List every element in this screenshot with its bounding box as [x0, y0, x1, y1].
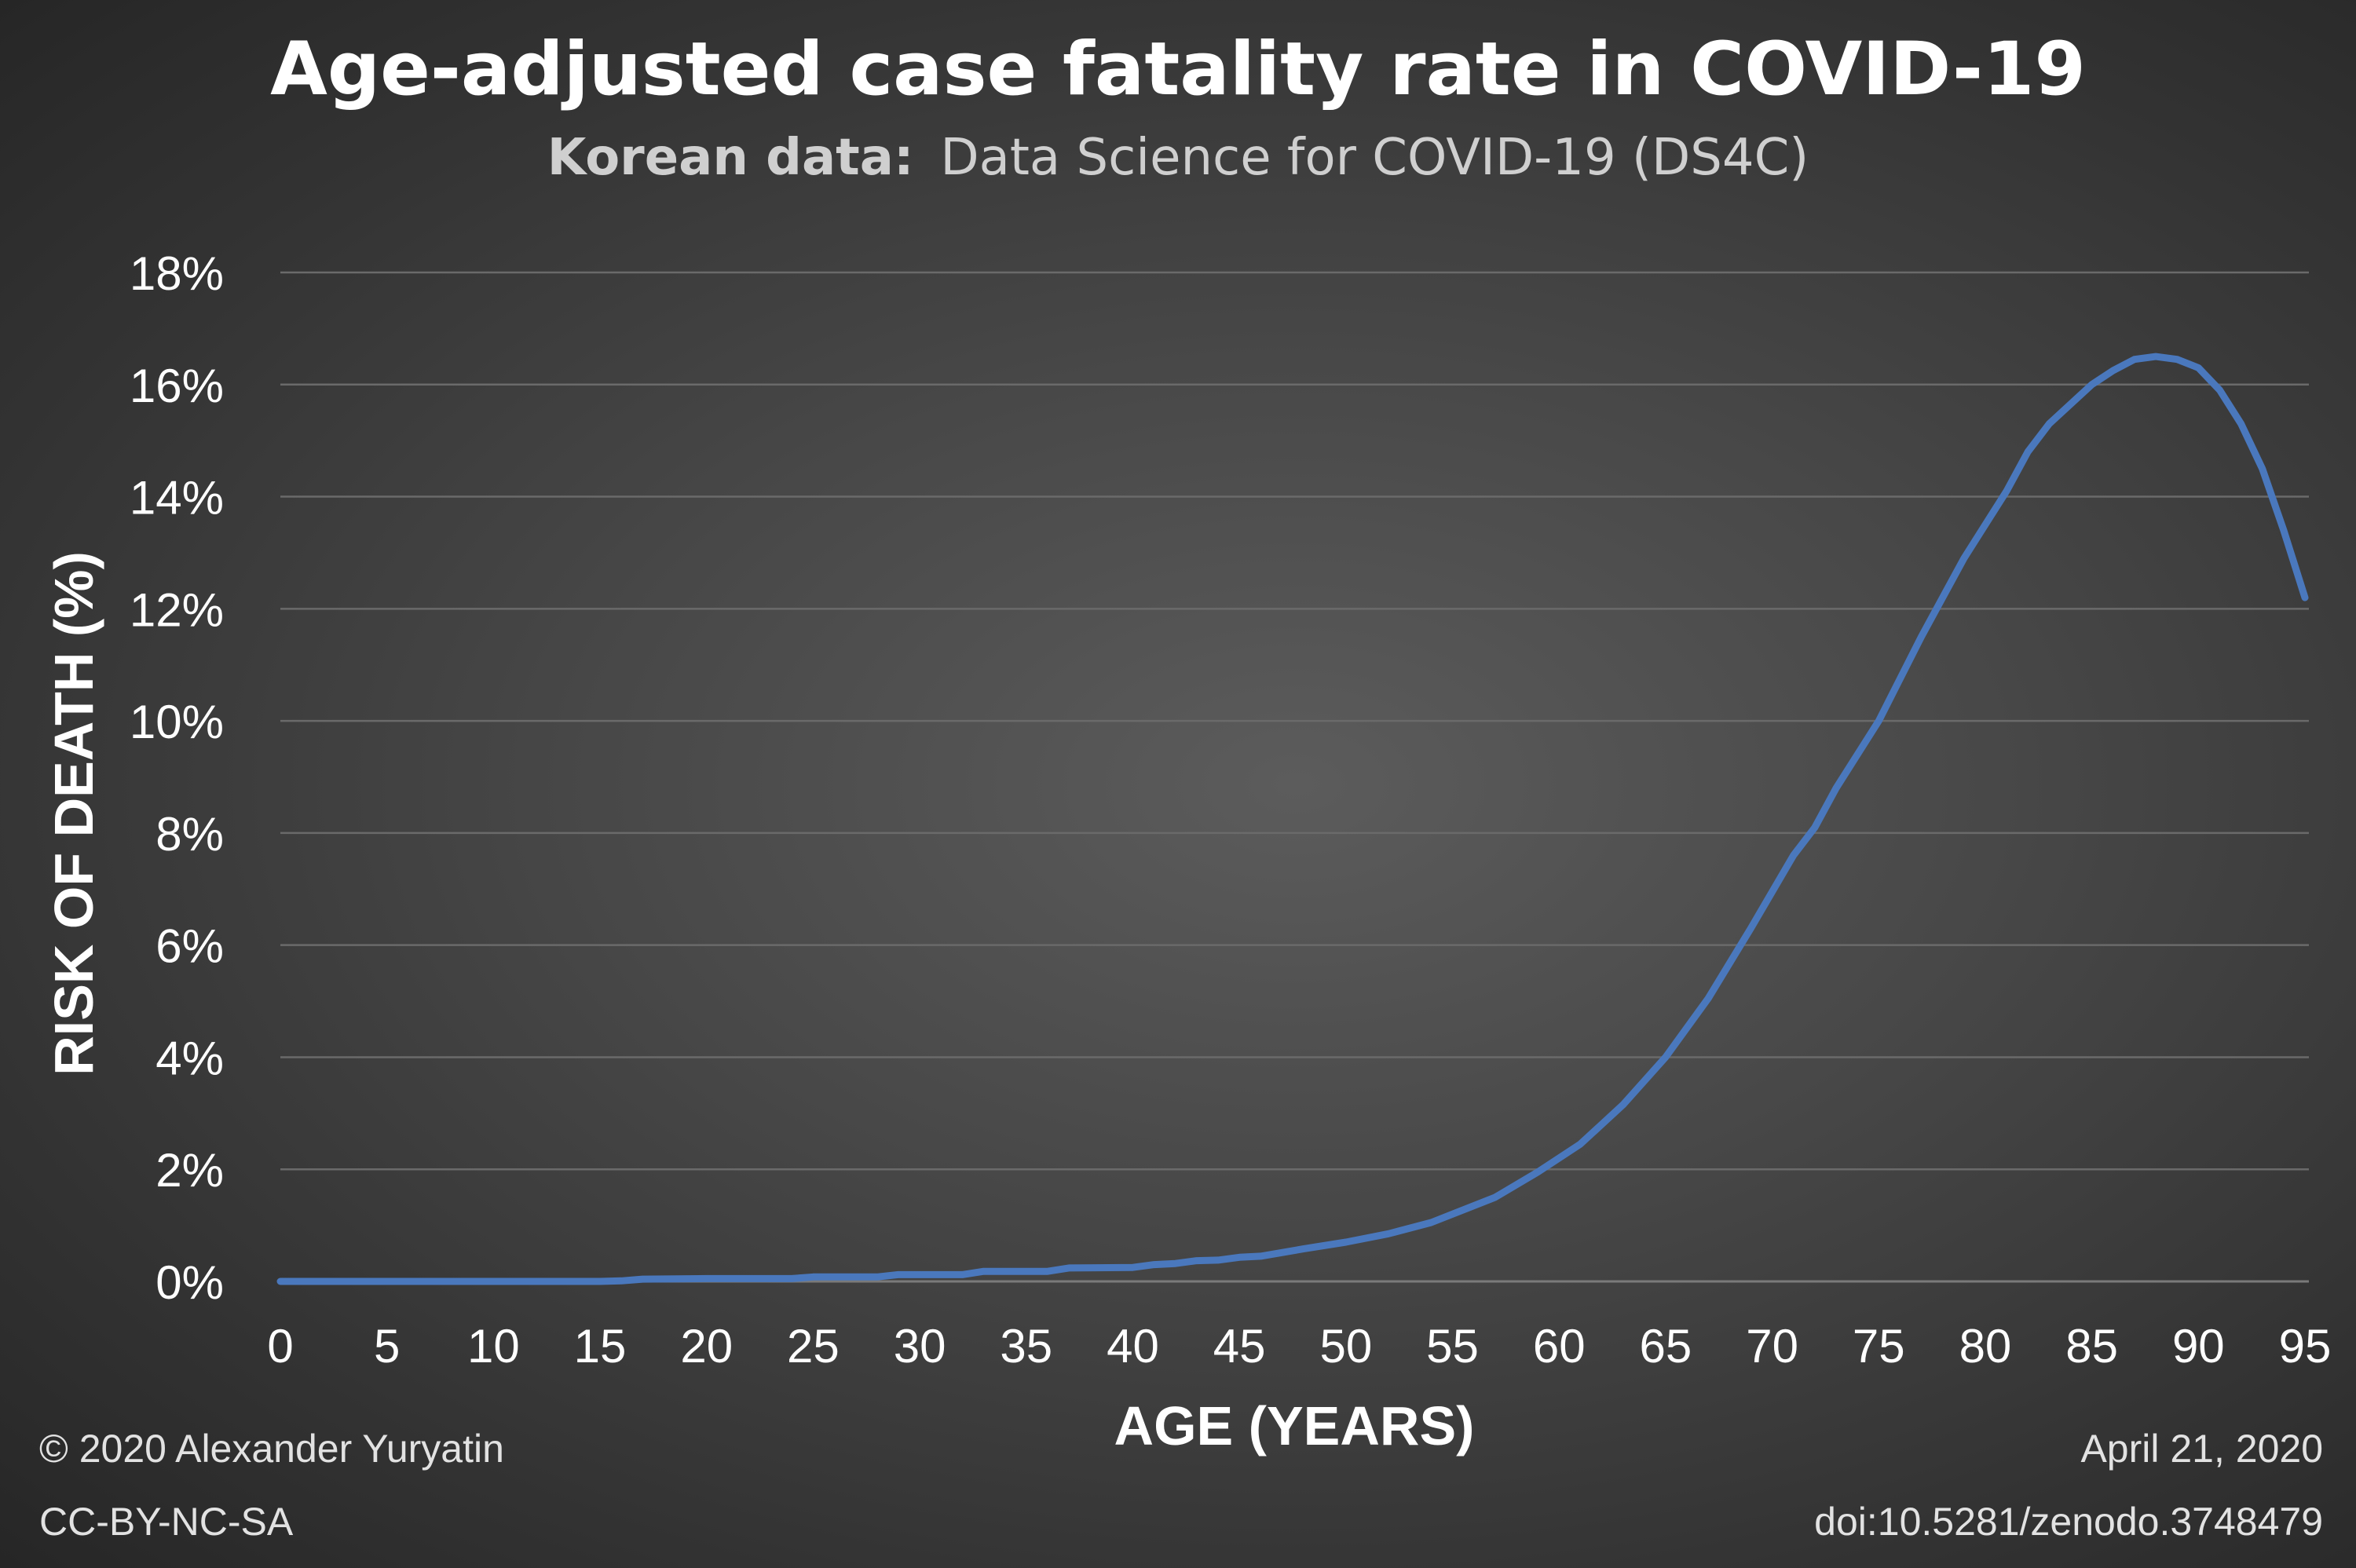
x-tick-label: 85 — [2065, 1320, 2118, 1372]
x-tick-label: 50 — [1319, 1320, 1372, 1372]
license-text: CC-BY-NC-SA — [39, 1500, 294, 1544]
x-tick-label: 15 — [574, 1320, 627, 1372]
y-tick-label: 14% — [130, 472, 224, 524]
x-axis-ticks: 0 5 10 15 20 25 30 35 40 45 50 55 60 65 70 75 80 85 90 95 — [267, 1320, 2331, 1372]
y-tick-label: 18% — [130, 247, 224, 300]
x-tick-label: 95 — [2279, 1320, 2332, 1372]
y-tick-label: 12% — [130, 583, 224, 636]
copyright-text: © 2020 Alexander Yuryatin — [39, 1427, 504, 1471]
x-tick-label: 0 — [267, 1320, 293, 1372]
x-tick-label: 25 — [787, 1320, 840, 1372]
y-tick-label: 2% — [155, 1144, 224, 1197]
x-tick-label: 90 — [2172, 1320, 2225, 1372]
x-tick-label: 35 — [1000, 1320, 1052, 1372]
gridlines — [280, 271, 2309, 1283]
x-tick-label: 10 — [467, 1320, 520, 1372]
date-text: April 21, 2020 — [2080, 1427, 2323, 1471]
x-tick-label: 20 — [680, 1320, 733, 1372]
x-tick-label: 65 — [1640, 1320, 1692, 1372]
subtitle-source-label: Korean data: — [547, 129, 914, 187]
x-tick-label: 70 — [1746, 1320, 1798, 1372]
chart-subtitle: Korean data: Data Science for COVID-19 (… — [547, 129, 1809, 187]
doi-text: doi:10.5281/zenodo.3748479 — [1814, 1500, 2323, 1544]
series-layer — [276, 353, 2309, 1285]
y-tick-label: 10% — [130, 696, 224, 748]
x-axis-title: AGE (YEARS) — [1114, 1395, 1475, 1457]
y-axis-title: RISK OF DEATH (%) — [43, 551, 104, 1076]
x-tick-label: 80 — [1959, 1320, 2012, 1372]
x-tick-label: 55 — [1426, 1320, 1479, 1372]
y-tick-label: 6% — [155, 920, 224, 973]
subtitle-source-name: Data Science for COVID-19 (DS4C) — [940, 129, 1809, 187]
y-tick-label: 16% — [130, 360, 224, 412]
x-tick-label: 75 — [1853, 1320, 1905, 1372]
fatality-rate-line — [276, 353, 2309, 1285]
y-tick-label: 4% — [155, 1032, 224, 1084]
x-tick-label: 45 — [1213, 1320, 1266, 1372]
x-tick-label: 60 — [1533, 1320, 1586, 1372]
x-tick-label: 5 — [374, 1320, 400, 1372]
chart-title: Age-adjusted case fatality rate in COVID… — [270, 27, 2086, 112]
x-tick-label: 40 — [1107, 1320, 1159, 1372]
y-axis-ticks: 0% 2% 4% 6% 8% 10% 12% 14% 16% 18% — [130, 247, 224, 1309]
y-tick-label: 8% — [155, 808, 224, 861]
x-tick-label: 30 — [894, 1320, 946, 1372]
y-tick-label: 0% — [155, 1256, 224, 1309]
